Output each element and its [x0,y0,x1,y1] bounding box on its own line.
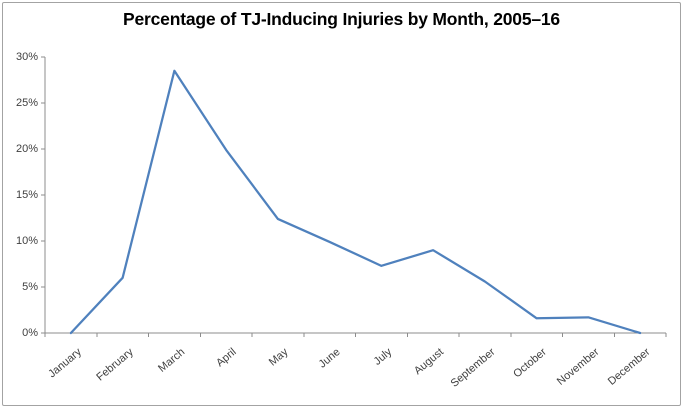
chart-title: Percentage of TJ-Inducing Injuries by Mo… [123,9,560,29]
y-axis-tick-label: 20% [15,142,38,155]
y-axis-tick-label: 10% [15,234,38,247]
y-axis-tick-label: 30% [15,50,38,63]
chart-line [69,69,642,335]
y-axis-tick-label: 15% [15,188,38,201]
y-axis-tick-label: 0% [22,326,38,339]
y-axis-tick-label: 25% [15,96,38,109]
y-axis-tick-label: 5% [22,280,38,293]
